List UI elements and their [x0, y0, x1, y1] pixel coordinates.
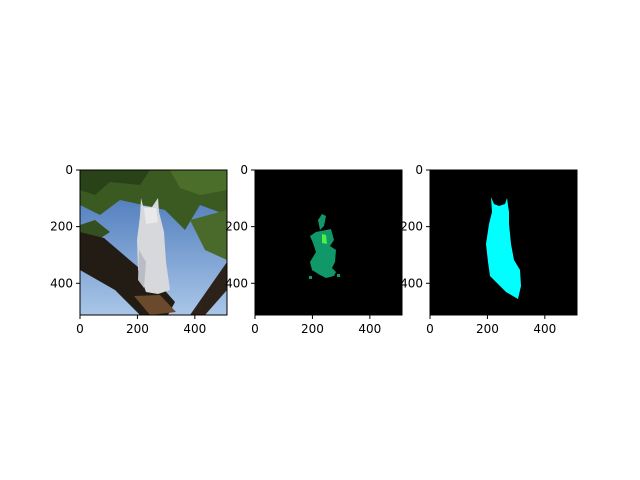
y-tick-label: 200 — [400, 220, 423, 234]
y-tick-label: 0 — [65, 163, 73, 177]
y-tick-label: 400 — [225, 276, 248, 290]
x-tick-label: 200 — [301, 322, 324, 336]
x-tick-label: 200 — [476, 322, 499, 336]
axes-3-frame — [429, 169, 578, 316]
y-tick-label: 400 — [400, 276, 423, 290]
axes-2-frame — [254, 169, 403, 316]
cat-photo-image — [80, 170, 227, 315]
y-tick-label: 0 — [415, 163, 423, 177]
axes-3-ticks: 0 200 400 0 200 400 — [400, 163, 556, 336]
panel-1: 0 200 400 0 200 400 — [50, 163, 228, 336]
x-tick-label: 0 — [76, 322, 84, 336]
x-tick-label: 200 — [126, 322, 149, 336]
axes-1-frame — [79, 169, 228, 316]
x-tick-label: 400 — [183, 322, 206, 336]
panel-3: 0 200 400 0 200 400 — [400, 163, 578, 336]
x-tick-label: 400 — [533, 322, 556, 336]
panel-2: 0 200 400 0 200 400 — [225, 163, 403, 336]
y-tick-label: 0 — [240, 163, 248, 177]
x-tick-label: 0 — [251, 322, 259, 336]
predicted-mask-image — [255, 170, 402, 315]
y-tick-label: 200 — [225, 220, 248, 234]
ground-truth-mask-image — [430, 170, 577, 315]
axes-2-ticks: 0 200 400 0 200 400 — [225, 163, 381, 336]
x-tick-label: 0 — [426, 322, 434, 336]
y-tick-label: 400 — [50, 276, 73, 290]
x-tick-label: 400 — [358, 322, 381, 336]
axes-1-ticks: 0 200 400 0 200 400 — [50, 163, 206, 336]
y-tick-label: 200 — [50, 220, 73, 234]
